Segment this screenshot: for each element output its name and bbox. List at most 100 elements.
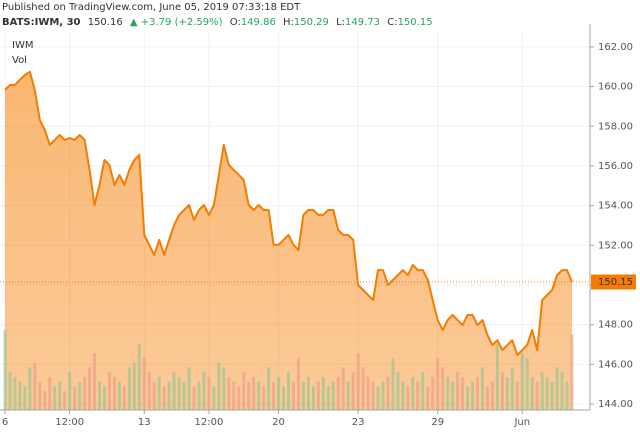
volume-bar [331,381,335,410]
volume-bar [391,358,395,410]
volume-bar [172,372,176,410]
volume-bar [510,367,514,410]
change: ▲ +3.79 (+2.59%) [130,17,223,28]
volume-bar [68,372,72,410]
volume-bar [396,372,400,410]
volume-bar [272,381,276,410]
volume-bar [122,386,126,410]
volume-bar [306,376,310,410]
volume-bar [177,376,181,410]
volume-bar [291,381,295,410]
volume-bar [296,358,300,410]
low-label: L: [336,17,345,28]
legend-price: IWM [12,40,33,51]
volume-bar [530,376,534,410]
high: 150.29 [294,17,329,28]
volume-bar [282,386,286,410]
volume-bar [461,376,465,410]
price-line [4,70,573,356]
x-tick-label: 23 [352,417,365,428]
x-tick-label: 12:00 [195,417,224,428]
volume-bar [247,381,251,410]
volume-bar [560,372,564,410]
volume-bar [53,386,57,410]
volume-bar [490,381,494,410]
volume-bar [436,358,440,410]
volume-bar [182,381,186,410]
open: 149.86 [241,17,276,28]
last-price-tag [591,274,636,290]
volume-bar [117,381,121,410]
symbol: BATS:IWM, 30 [2,17,81,28]
close: 150.15 [398,17,433,28]
x-tick-label: 12:00 [55,417,84,428]
volume-bar [162,386,166,410]
x-tick-label: 13 [138,417,151,428]
x-tick-label: 29 [431,417,444,428]
volume-bar [8,372,12,410]
volume-bar [127,367,131,410]
x-tick-label: 20 [272,417,285,428]
volume-bar [152,381,156,410]
volume-bar [88,367,92,410]
volume-bar [237,386,241,410]
price-area [5,71,572,411]
volume-bar [386,376,390,410]
volume-bar [207,376,211,410]
low: 149.73 [345,17,380,28]
volume-bar [411,376,415,410]
volume-bar [371,381,375,410]
volume-bar [515,381,519,410]
volume-bar [23,386,27,410]
volume-bar [311,386,315,410]
volume-bar [550,381,554,410]
volume-bar [83,376,87,410]
volume-bar [33,362,37,410]
volume-bar [18,381,22,410]
volume-bar [212,386,216,410]
volume-bar [505,376,509,410]
volume-bar [500,372,504,410]
volume-bar [63,391,67,410]
volume-bar [112,376,116,410]
volume-bar [38,381,42,410]
volume-bar [142,358,146,410]
volume-bar [13,376,17,410]
volume-bar [401,381,405,410]
volume-bar [366,376,370,410]
volume-bar [535,381,539,410]
volume-bar [341,367,345,410]
volume-bar [197,381,201,410]
volume-bar [73,386,77,410]
last-price-label: 150.15 [598,277,633,288]
volume-bar [421,372,425,410]
volume-bar [446,376,450,410]
y-tick-label: 158.00 [598,121,633,132]
volume-bar [456,372,460,410]
volume-bar [132,362,136,410]
volume-bar [356,353,360,410]
volume-bar [485,386,489,410]
legend-volume: Vol [12,55,27,66]
volume-bar [406,386,410,410]
volume-bar [471,381,475,410]
volume-bar [58,381,62,410]
plot: 144.00146.00148.00150.00152.00154.00156.… [0,24,636,428]
volume-bar [192,386,196,410]
volume-bar [102,386,106,410]
volume-bar [466,386,470,410]
x-tick-label: Jun [513,417,530,428]
y-tick-label: 160.00 [598,82,633,93]
volume-bar [262,386,266,410]
y-tick-label: 152.00 [598,240,633,251]
volume-bar [157,376,161,410]
volume-bar [545,376,549,410]
volume-bar [217,362,221,410]
y-tick-label: 144.00 [598,399,633,410]
volume-bar [242,372,246,410]
volume-bar [232,381,236,410]
volume-bar [361,367,365,410]
volume-bar [326,386,330,410]
volume-bar [525,358,529,410]
